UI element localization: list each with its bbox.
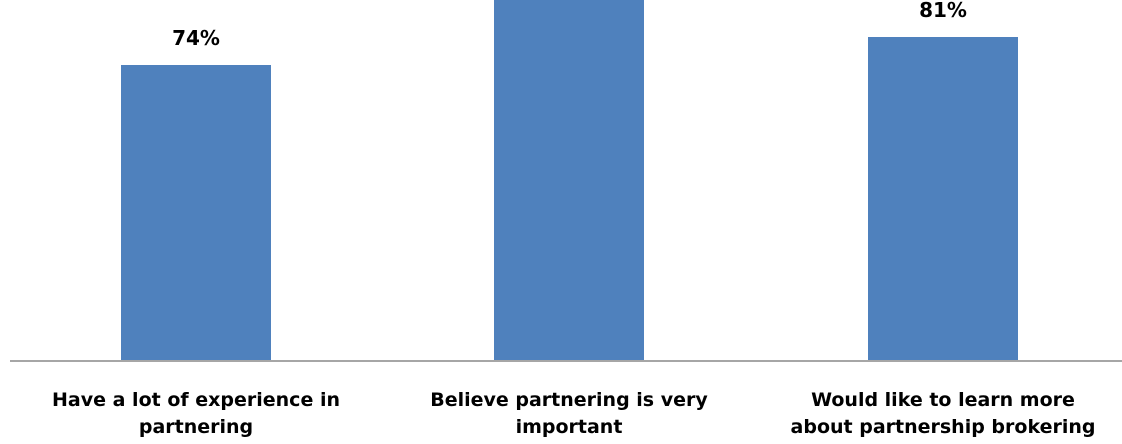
bar-2 xyxy=(494,0,644,361)
bar-1 xyxy=(121,65,271,361)
data-label-3: 81% xyxy=(919,0,967,22)
category-label-1-line-1: Have a lot of experience in xyxy=(52,389,340,411)
category-label-3-line-2: about partnership brokering xyxy=(791,416,1096,438)
data-label-1: 74% xyxy=(172,26,220,50)
category-labels-layer: Have a lot of experience in partnering Bel… xyxy=(52,389,1095,438)
bars-layer xyxy=(121,0,1018,361)
data-labels-layer: 74%95%81% xyxy=(172,0,967,50)
category-label-2-line-1: Believe partnering is very xyxy=(430,389,708,411)
bar-3 xyxy=(868,37,1018,361)
category-label-1-line-2: partnering xyxy=(139,416,253,438)
category-label-3-line-1: Would like to learn more xyxy=(811,389,1075,411)
category-label-2-line-2: important xyxy=(516,416,623,438)
